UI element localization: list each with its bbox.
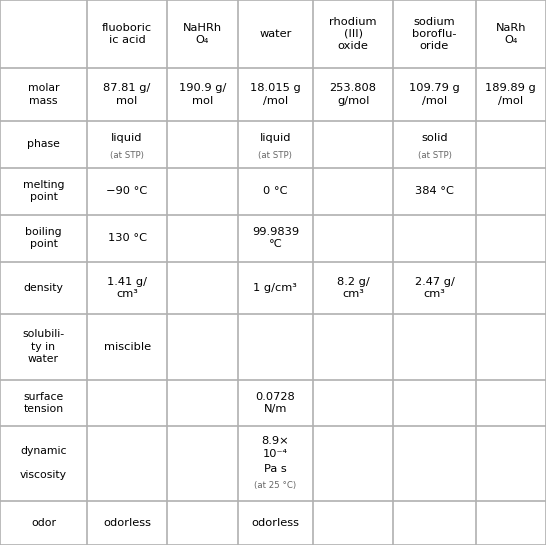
Text: fluoboric
ic acid: fluoboric ic acid — [102, 23, 152, 45]
Text: (at STP): (at STP) — [110, 150, 144, 160]
Text: boiling
point: boiling point — [25, 227, 62, 250]
Text: 1.41 g/
cm³: 1.41 g/ cm³ — [107, 276, 147, 299]
Text: 2.47 g/
cm³: 2.47 g/ cm³ — [414, 276, 454, 299]
Text: surface
tension: surface tension — [23, 391, 63, 414]
Text: 18.015 g
/mol: 18.015 g /mol — [250, 83, 301, 106]
Text: odor: odor — [31, 518, 56, 528]
Text: 87.81 g/
mol: 87.81 g/ mol — [103, 83, 151, 106]
Text: phase: phase — [27, 139, 60, 149]
Text: (at STP): (at STP) — [258, 150, 292, 160]
Text: 384 °C: 384 °C — [415, 186, 454, 196]
Text: 8.2 g/
cm³: 8.2 g/ cm³ — [337, 276, 370, 299]
Text: 109.79 g
/mol: 109.79 g /mol — [409, 83, 460, 106]
Text: (at STP): (at STP) — [418, 150, 452, 160]
Text: odorless: odorless — [103, 518, 151, 528]
Text: water: water — [259, 29, 292, 39]
Text: solubili-
ty in
water: solubili- ty in water — [22, 329, 64, 364]
Text: NaRh
O₄: NaRh O₄ — [496, 23, 526, 45]
Text: 0 °C: 0 °C — [263, 186, 288, 196]
Text: liquid: liquid — [111, 133, 143, 143]
Text: 253.808
g/mol: 253.808 g/mol — [330, 83, 377, 106]
Text: 8.9×: 8.9× — [262, 435, 289, 446]
Text: 1 g/cm³: 1 g/cm³ — [253, 283, 297, 293]
Text: density: density — [23, 283, 63, 293]
Text: solid: solid — [421, 133, 448, 143]
Text: NaHRh
O₄: NaHRh O₄ — [183, 23, 222, 45]
Text: 189.89 g
/mol: 189.89 g /mol — [485, 83, 536, 106]
Text: liquid: liquid — [259, 133, 291, 143]
Text: 190.9 g/
mol: 190.9 g/ mol — [179, 83, 226, 106]
Text: miscible: miscible — [104, 342, 151, 352]
Text: dynamic

viscosity: dynamic viscosity — [20, 446, 67, 481]
Text: sodium
boroflu-
oride: sodium boroflu- oride — [412, 16, 456, 51]
Text: rhodium
(III)
oxide: rhodium (III) oxide — [329, 16, 377, 51]
Text: odorless: odorless — [251, 518, 299, 528]
Text: (at 25 °C): (at 25 °C) — [254, 481, 296, 490]
Text: Pa s: Pa s — [264, 464, 287, 474]
Text: −90 °C: −90 °C — [106, 186, 148, 196]
Text: molar
mass: molar mass — [28, 83, 59, 106]
Text: 99.9839
°C: 99.9839 °C — [252, 227, 299, 250]
Text: melting
point: melting point — [23, 180, 64, 202]
Text: 0.0728
N/m: 0.0728 N/m — [256, 391, 295, 414]
Text: 130 °C: 130 °C — [108, 233, 147, 243]
Text: 10⁻⁴: 10⁻⁴ — [263, 449, 288, 459]
